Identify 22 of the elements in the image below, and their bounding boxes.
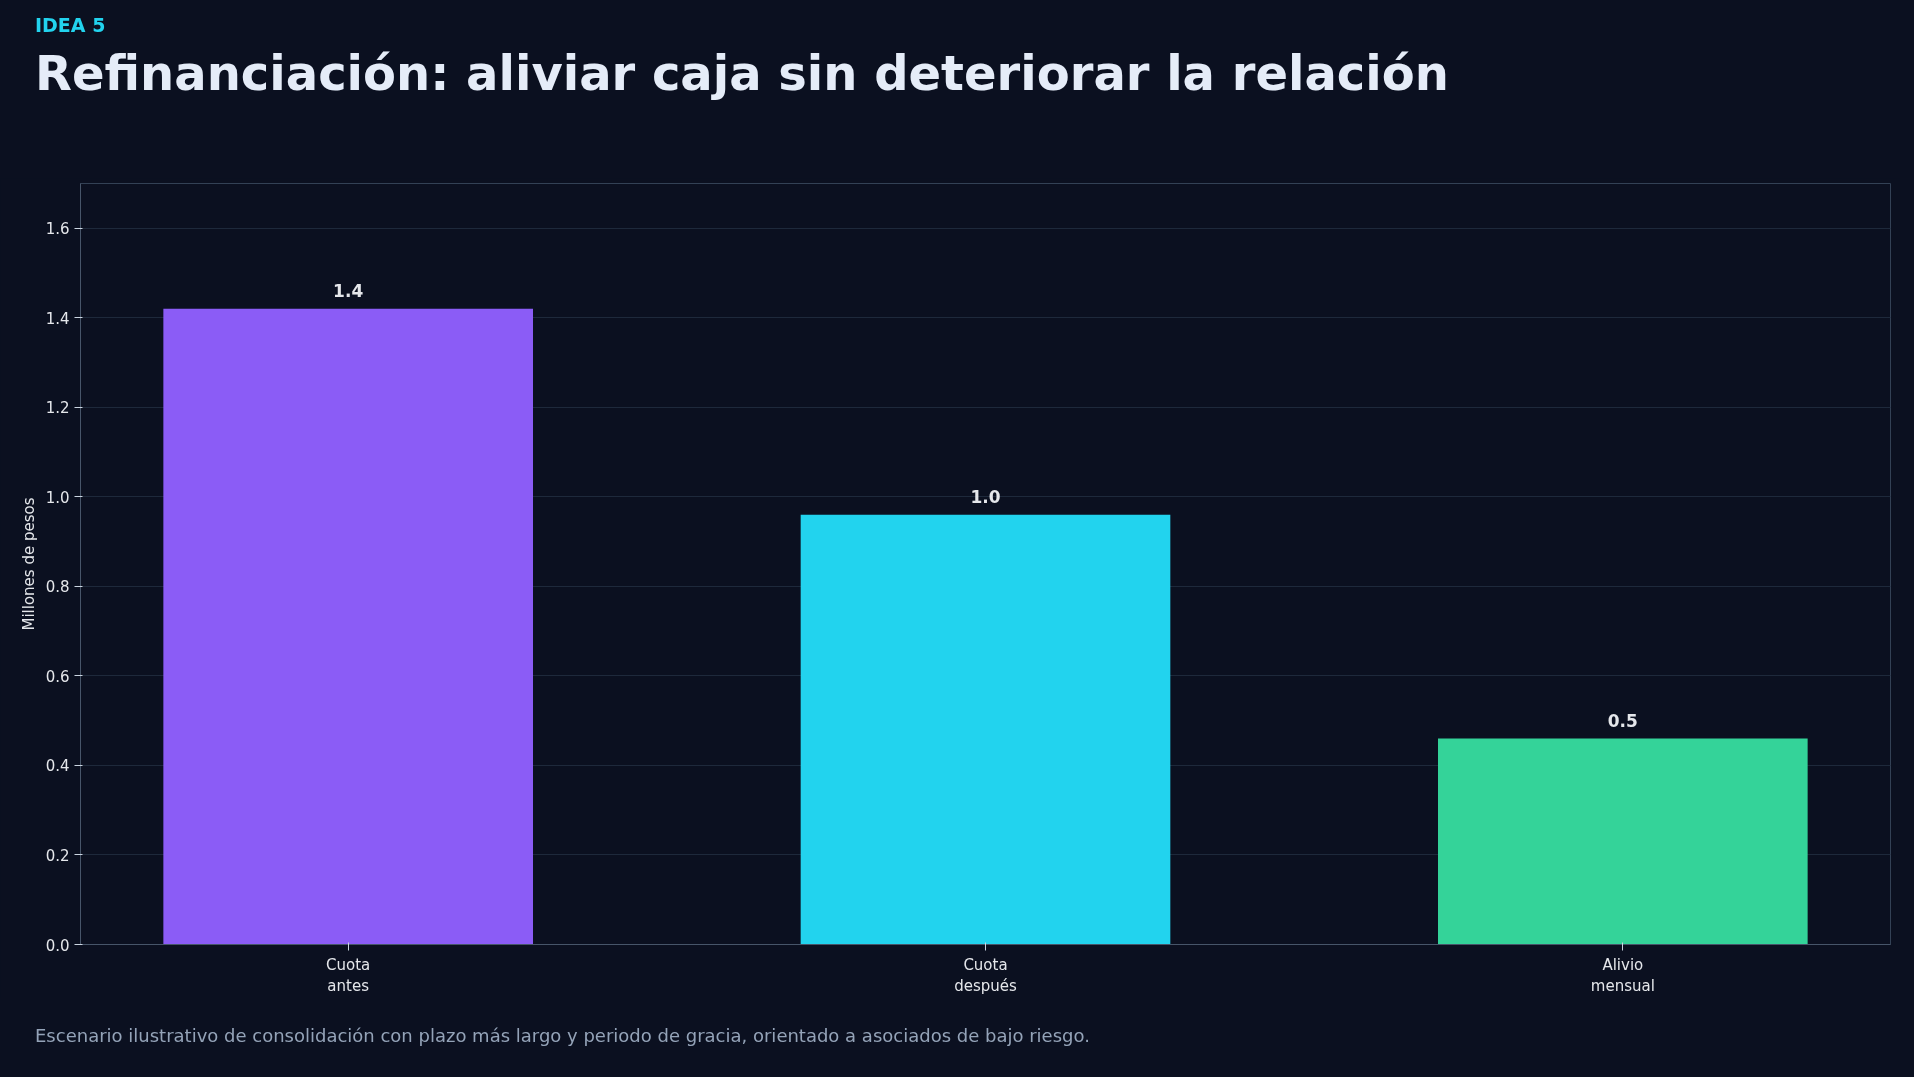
y-tick-label: 0.4 bbox=[45, 757, 70, 776]
y-tick-label: 0.8 bbox=[45, 578, 70, 597]
chart-subtitle: IDEA 5 bbox=[35, 13, 106, 38]
x-tick-label: Cuota antes bbox=[326, 955, 371, 995]
bar bbox=[163, 308, 533, 945]
data-label: 1.4 bbox=[333, 280, 364, 301]
y-tick-label: 1.2 bbox=[45, 399, 70, 418]
y-tick-label: 0.2 bbox=[45, 846, 70, 865]
data-label: 1.0 bbox=[970, 486, 1001, 507]
bar bbox=[1438, 738, 1808, 945]
text: Escenario ilustrativo de consolidación con plazo más largo y periodo de gracia, orientado a asociados de bajo riesgo. bbox=[35, 1023, 1090, 1048]
y-tick-label: 1.4 bbox=[45, 309, 70, 328]
y-tick-label: 1.0 bbox=[45, 488, 70, 507]
chart-title: Refinanciación: aliviar caja sin deteriorar la relación bbox=[35, 44, 1449, 104]
bar bbox=[800, 514, 1171, 945]
y-tick-label: 0.0 bbox=[45, 936, 70, 955]
y-tick-label: 1.6 bbox=[45, 219, 70, 238]
y-axis-title: Millones de pesos bbox=[19, 497, 38, 631]
x-tick-label: Cuota después bbox=[954, 955, 1017, 995]
x-tick-label: Alivio mensual bbox=[1590, 955, 1655, 995]
y-tick-label: 0.6 bbox=[45, 667, 70, 686]
data-label: 0.5 bbox=[1607, 710, 1638, 731]
